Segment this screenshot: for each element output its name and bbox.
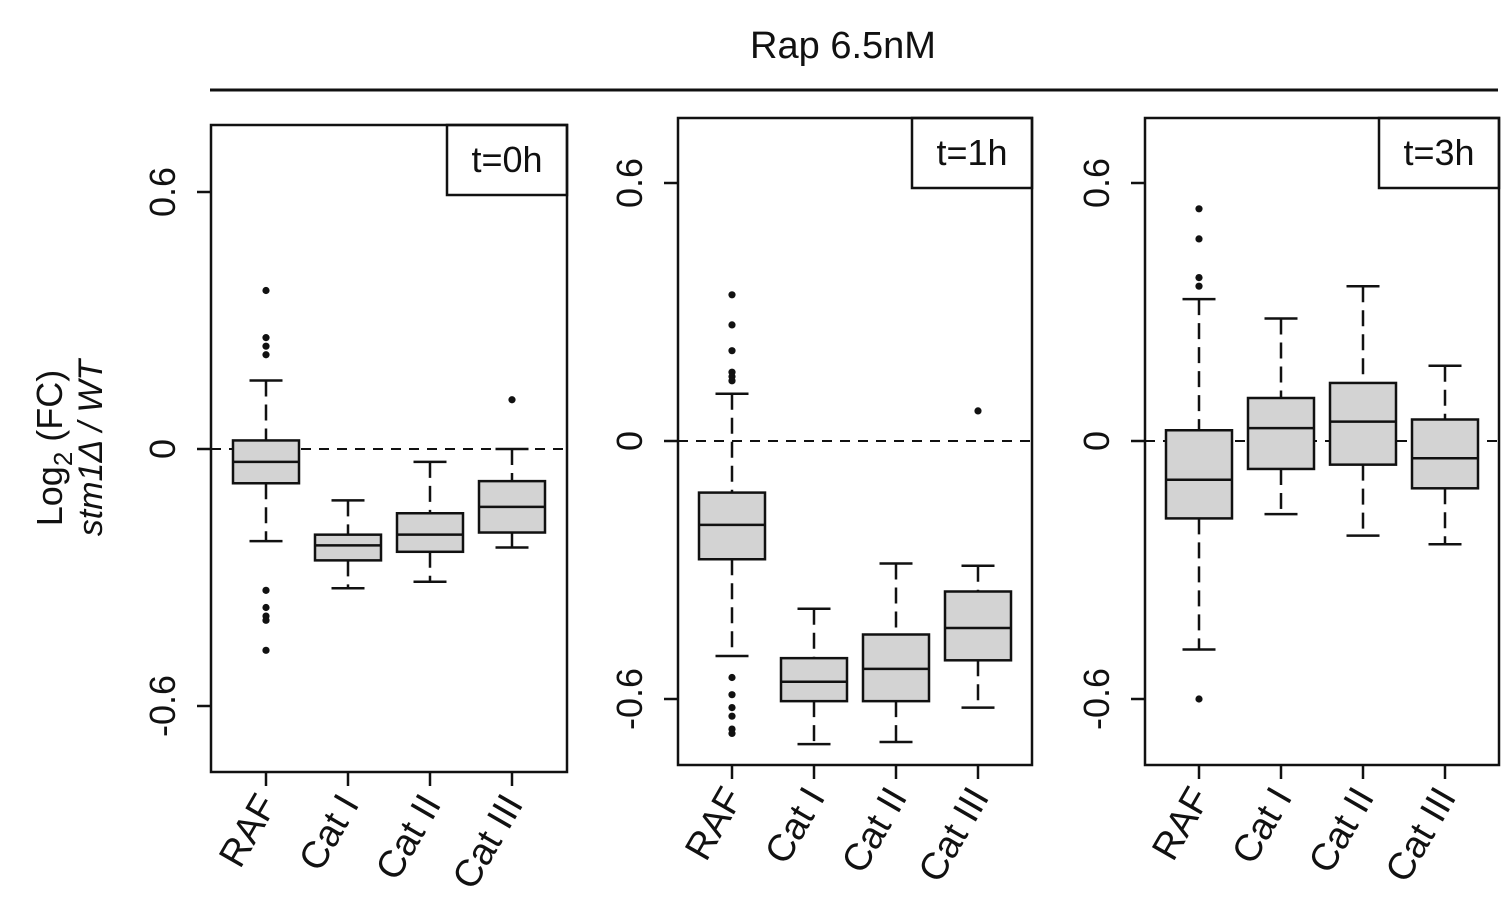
outlier-point bbox=[508, 396, 516, 404]
outlier-point bbox=[1195, 205, 1203, 213]
outlier-point bbox=[262, 603, 270, 612]
box-cat-ii bbox=[861, 562, 931, 744]
outlier-point bbox=[728, 712, 736, 720]
x-tick-label: RAF bbox=[1144, 781, 1218, 868]
y-tick-label: 0 bbox=[142, 439, 183, 459]
y-tick-label: 0 bbox=[609, 431, 650, 451]
y-tick-label: -0.6 bbox=[1076, 668, 1117, 730]
iqr-box bbox=[395, 512, 465, 554]
x-tick-label: Cat II bbox=[1301, 781, 1383, 881]
iqr-box bbox=[779, 656, 849, 703]
outlier-point bbox=[262, 342, 270, 350]
outlier-point bbox=[728, 673, 736, 682]
panel-label: t=0h bbox=[471, 139, 542, 180]
outlier-point bbox=[728, 691, 736, 699]
outlier-point bbox=[262, 334, 270, 342]
box-raf bbox=[1164, 205, 1234, 703]
figure-supertitle: Rap 6.5nM bbox=[750, 25, 936, 67]
box-cat-i bbox=[313, 499, 383, 590]
x-tick-label: Cat II bbox=[368, 788, 450, 888]
x-tick-label: Cat II bbox=[834, 781, 916, 881]
y-axis-title-base: 2 bbox=[48, 452, 78, 466]
y-axis-title-line2: stm1Δ / WT bbox=[72, 358, 110, 537]
outlier-point bbox=[728, 729, 736, 738]
box-cat-iii bbox=[943, 407, 1013, 709]
box-cat-iii bbox=[1410, 364, 1480, 546]
y-tick-label: 0.6 bbox=[1076, 158, 1117, 208]
x-tick-label: Cat I bbox=[291, 788, 367, 878]
outlier-point bbox=[728, 377, 736, 385]
box-cat-i bbox=[1246, 317, 1316, 516]
box-cat-ii bbox=[1328, 284, 1398, 537]
outlier-point bbox=[1195, 235, 1203, 243]
iqr-box bbox=[1410, 418, 1480, 490]
panel-label: t=1h bbox=[936, 132, 1007, 173]
outlier-point bbox=[262, 351, 270, 359]
outlier-point bbox=[262, 616, 270, 624]
x-tick-label: Cat III bbox=[911, 781, 998, 890]
y-axis-title: Log2 (FC) stm1Δ / WT bbox=[29, 358, 110, 537]
y-tick-label: 0.6 bbox=[609, 158, 650, 208]
iqr-box bbox=[1328, 381, 1398, 466]
y-tick-label: 0 bbox=[1076, 431, 1117, 451]
y-tick-label: -0.6 bbox=[609, 668, 650, 730]
iqr-box bbox=[313, 533, 383, 562]
x-tick-label: Cat I bbox=[1224, 781, 1300, 871]
panel-label-box bbox=[445, 123, 569, 197]
outlier-point bbox=[262, 586, 270, 594]
iqr-box bbox=[943, 590, 1013, 662]
iqr-box bbox=[1246, 396, 1316, 471]
box-cat-ii bbox=[395, 460, 465, 584]
outlier-point bbox=[728, 704, 736, 712]
y-axis-title-fc: (FC) bbox=[29, 370, 70, 452]
panel-label: t=3h bbox=[1403, 132, 1474, 173]
iqr-box bbox=[1164, 429, 1234, 520]
outlier-point bbox=[728, 291, 736, 299]
outlier-point bbox=[1195, 282, 1203, 290]
svg-text:Log2 (FC): Log2 (FC) bbox=[29, 370, 78, 527]
box-cat-iii bbox=[477, 396, 547, 549]
y-axis-title-log: Log bbox=[29, 466, 70, 526]
x-tick-label: Cat I bbox=[757, 781, 833, 871]
x-tick-label: RAF bbox=[677, 781, 751, 868]
box-cat-i bbox=[779, 607, 849, 746]
y-tick-label: -0.6 bbox=[142, 675, 183, 737]
panel-label-box bbox=[1377, 116, 1501, 190]
outlier-point bbox=[728, 321, 736, 329]
y-tick-label: 0.6 bbox=[142, 167, 183, 217]
outlier-point bbox=[974, 407, 982, 415]
outlier-point bbox=[262, 646, 270, 654]
outlier-point bbox=[1195, 274, 1203, 282]
x-tick-label: RAF bbox=[211, 788, 285, 875]
box-raf bbox=[697, 291, 767, 738]
outlier-point bbox=[262, 286, 270, 295]
outlier-point bbox=[1195, 695, 1203, 703]
outlier-point bbox=[728, 347, 736, 355]
panel-label-box bbox=[910, 116, 1034, 190]
x-tick-label: Cat III bbox=[1378, 781, 1465, 890]
box-raf bbox=[231, 286, 301, 654]
x-tick-label: Cat III bbox=[445, 788, 532, 897]
